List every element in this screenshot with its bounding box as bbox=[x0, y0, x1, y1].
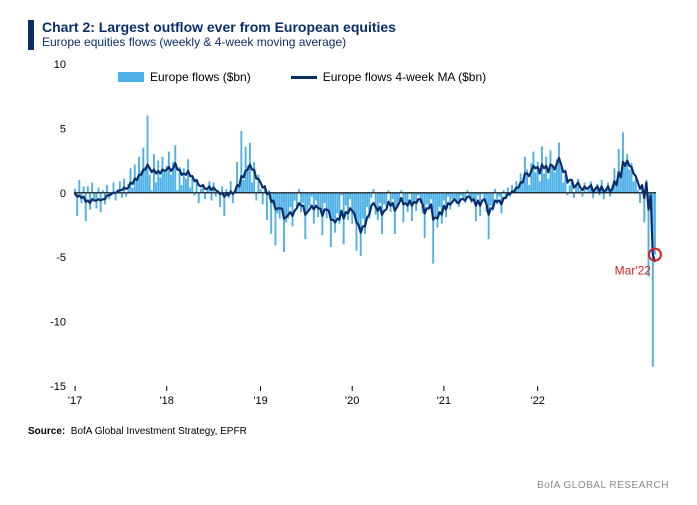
svg-text:-15: -15 bbox=[50, 381, 66, 393]
svg-text:'21: '21 bbox=[437, 395, 451, 407]
chart-subtitle: Europe equities flows (weekly & 4-week m… bbox=[42, 35, 396, 49]
svg-text:'18: '18 bbox=[160, 395, 174, 407]
brand-label: BofA GLOBAL RESEARCH bbox=[537, 480, 669, 491]
svg-text:0: 0 bbox=[60, 188, 66, 200]
legend-item-line: Europe flows 4-week MA ($bn) bbox=[291, 70, 486, 84]
title-accent-block bbox=[28, 20, 34, 50]
chart-header: Chart 2: Largest outflow ever from Europ… bbox=[28, 20, 669, 50]
source-label: Source: bbox=[28, 426, 65, 437]
svg-text:-5: -5 bbox=[56, 252, 66, 264]
chart-svg: -15 -10 -5 0 5 10 '17 '18 '19 '20 '21 '22 Mar'22 bbox=[28, 56, 668, 416]
svg-text:10: 10 bbox=[54, 59, 66, 71]
chart-title: Chart 2: Largest outflow ever from Europ… bbox=[42, 20, 396, 35]
svg-text:'20: '20 bbox=[345, 395, 359, 407]
legend-line-label: Europe flows 4-week MA ($bn) bbox=[323, 70, 486, 84]
svg-text:Mar'22: Mar'22 bbox=[615, 264, 652, 278]
svg-text:-10: -10 bbox=[50, 317, 66, 329]
legend-item-bars: Europe flows ($bn) bbox=[118, 70, 251, 84]
chart-area: Europe flows ($bn) Europe flows 4-week M… bbox=[28, 56, 668, 416]
svg-text:'22: '22 bbox=[531, 395, 545, 407]
line-swatch-icon bbox=[291, 76, 317, 79]
svg-text:'19: '19 bbox=[253, 395, 267, 407]
svg-text:'17: '17 bbox=[68, 395, 82, 407]
source-footer: Source: BofA Global Investment Strategy,… bbox=[28, 426, 669, 437]
svg-text:5: 5 bbox=[60, 123, 66, 135]
bar-swatch-icon bbox=[118, 72, 144, 82]
source-text: BofA Global Investment Strategy, EPFR bbox=[71, 426, 247, 437]
legend-bars-label: Europe flows ($bn) bbox=[150, 70, 251, 84]
legend: Europe flows ($bn) Europe flows 4-week M… bbox=[118, 70, 486, 84]
